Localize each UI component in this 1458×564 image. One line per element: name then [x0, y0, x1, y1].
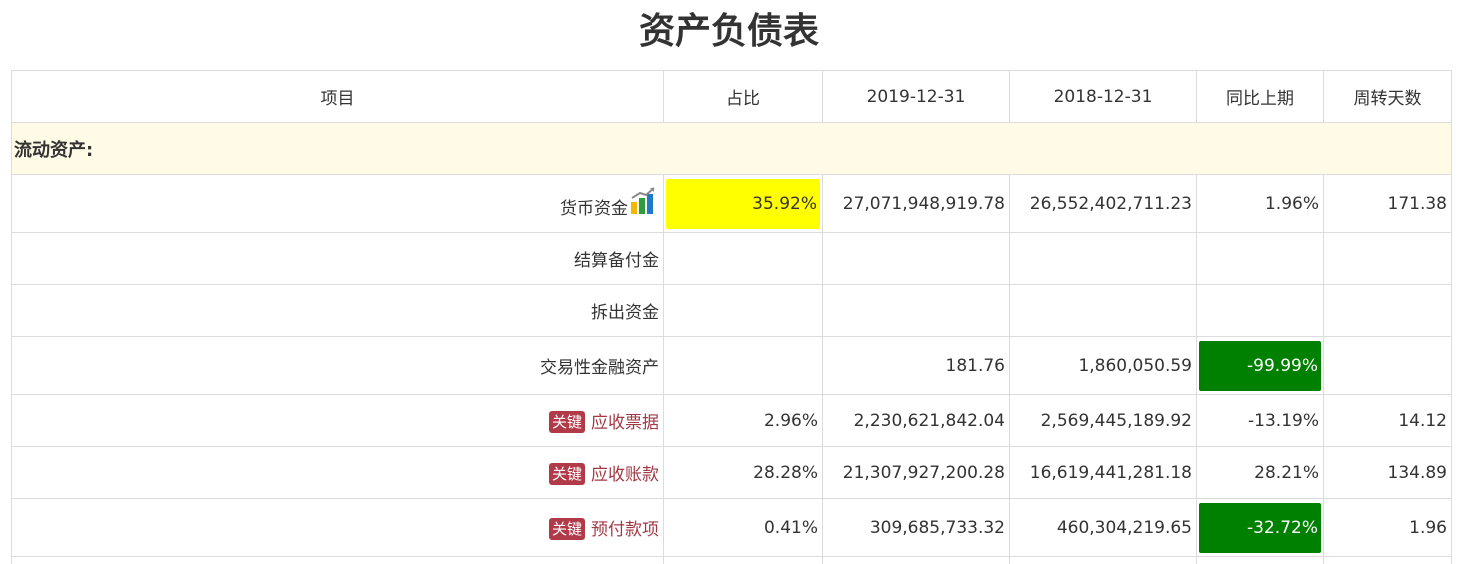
value-2018-cell: 26,552,402,711.23 — [1009, 174, 1197, 233]
table-row: 货币资金 35.92% 27,071,948,919.78 26,552,402… — [11, 174, 1452, 233]
value-2019-cell: 27,071,948,919.78 — [822, 174, 1010, 233]
row-name-link[interactable]: 预付款项 — [591, 520, 659, 540]
row-name: 交易性金融资产 — [11, 336, 664, 395]
ratio-cell — [663, 284, 823, 337]
row-name: 货币资金 — [560, 199, 628, 219]
table-row-partial — [11, 556, 1452, 564]
ratio-highlight: 35.92% — [666, 178, 820, 229]
yoy-cell: -99.99% — [1196, 336, 1324, 395]
table-row: 关键 应收账款 28.28% 21,307,927,200.28 16,619,4… — [11, 446, 1452, 499]
turnover-cell — [1323, 336, 1452, 395]
value-2019-cell: 181.76 — [822, 336, 1010, 395]
row-name: 结算备付金 — [11, 232, 664, 285]
yoy-cell — [1196, 232, 1324, 285]
row-name-link[interactable]: 应收账款 — [591, 465, 659, 485]
ratio-cell — [663, 336, 823, 395]
value-2018-cell: 2,569,445,189.92 — [1009, 394, 1197, 447]
value-2019-cell: 309,685,733.32 — [822, 498, 1010, 557]
yoy-highlight: -32.72% — [1199, 502, 1321, 553]
ratio-cell: 2.96% — [663, 394, 823, 447]
header-ratio: 占比 — [663, 70, 823, 123]
turnover-cell: 1.96 — [1323, 498, 1452, 557]
yoy-cell — [1196, 284, 1324, 337]
balance-sheet-table: 项目 占比 2019-12-31 2018-12-31 同比上期 周转天数 流动… — [11, 70, 1452, 564]
row-name-cell: 关键 应收账款 — [11, 446, 664, 499]
value-2019-cell — [822, 284, 1010, 337]
row-name: 拆出资金 — [11, 284, 664, 337]
ratio-cell: 28.28% — [663, 446, 823, 499]
turnover-cell: 14.12 — [1323, 394, 1452, 447]
turnover-cell: 134.89 — [1323, 446, 1452, 499]
value-2019-cell: 21,307,927,200.28 — [822, 446, 1010, 499]
row-name-cell: 关键 预付款项 — [11, 498, 664, 557]
header-yoy: 同比上期 — [1196, 70, 1324, 123]
header-row: 项目 占比 2019-12-31 2018-12-31 同比上期 周转天数 — [11, 70, 1452, 123]
key-tag: 关键 — [548, 463, 585, 485]
turnover-cell — [1323, 232, 1452, 285]
yoy-cell: 1.96% — [1196, 174, 1324, 233]
turnover-cell — [1323, 284, 1452, 337]
yoy-highlight: -99.99% — [1199, 340, 1321, 391]
section-row-current-assets: 流动资产: — [11, 122, 1452, 175]
yoy-cell: -32.72% — [1196, 498, 1324, 557]
value-2018-cell: 1,860,050.59 — [1009, 336, 1197, 395]
table-row: 关键 预付款项 0.41% 309,685,733.32 460,304,219.… — [11, 498, 1452, 557]
row-name-link[interactable]: 应收票据 — [591, 413, 659, 433]
table-row: 关键 应收票据 2.96% 2,230,621,842.04 2,569,445,… — [11, 394, 1452, 447]
value-2018-cell: 460,304,219.65 — [1009, 498, 1197, 557]
value-2018-cell — [1009, 284, 1197, 337]
page-title: 资产负债表 — [638, 11, 819, 52]
yoy-cell: 28.21% — [1196, 446, 1324, 499]
turnover-cell: 171.38 — [1323, 174, 1452, 233]
header-item: 项目 — [11, 70, 664, 123]
value-2018-cell — [1009, 232, 1197, 285]
ratio-cell — [663, 232, 823, 285]
table-row: 拆出资金 — [11, 284, 1452, 337]
ratio-cell: 0.41% — [663, 498, 823, 557]
key-tag: 关键 — [548, 518, 585, 540]
header-date-2018: 2018-12-31 — [1009, 70, 1197, 123]
header-date-2019: 2019-12-31 — [822, 70, 1010, 123]
section-label: 流动资产: — [11, 122, 1452, 175]
table-row: 交易性金融资产 181.76 1,860,050.59 -99.99% — [11, 336, 1452, 395]
table-row: 结算备付金 — [11, 232, 1452, 285]
value-2018-cell: 16,619,441,281.18 — [1009, 446, 1197, 499]
ratio-cell: 35.92% — [663, 174, 823, 233]
value-2019-cell — [822, 232, 1010, 285]
yoy-cell: -13.19% — [1196, 394, 1324, 447]
header-turnover: 周转天数 — [1323, 70, 1452, 123]
key-tag: 关键 — [548, 411, 585, 433]
row-name-cell: 货币资金 — [11, 174, 664, 233]
bar-chart-icon[interactable] — [629, 186, 659, 221]
value-2019-cell: 2,230,621,842.04 — [822, 394, 1010, 447]
row-name-cell: 关键 应收票据 — [11, 394, 664, 447]
